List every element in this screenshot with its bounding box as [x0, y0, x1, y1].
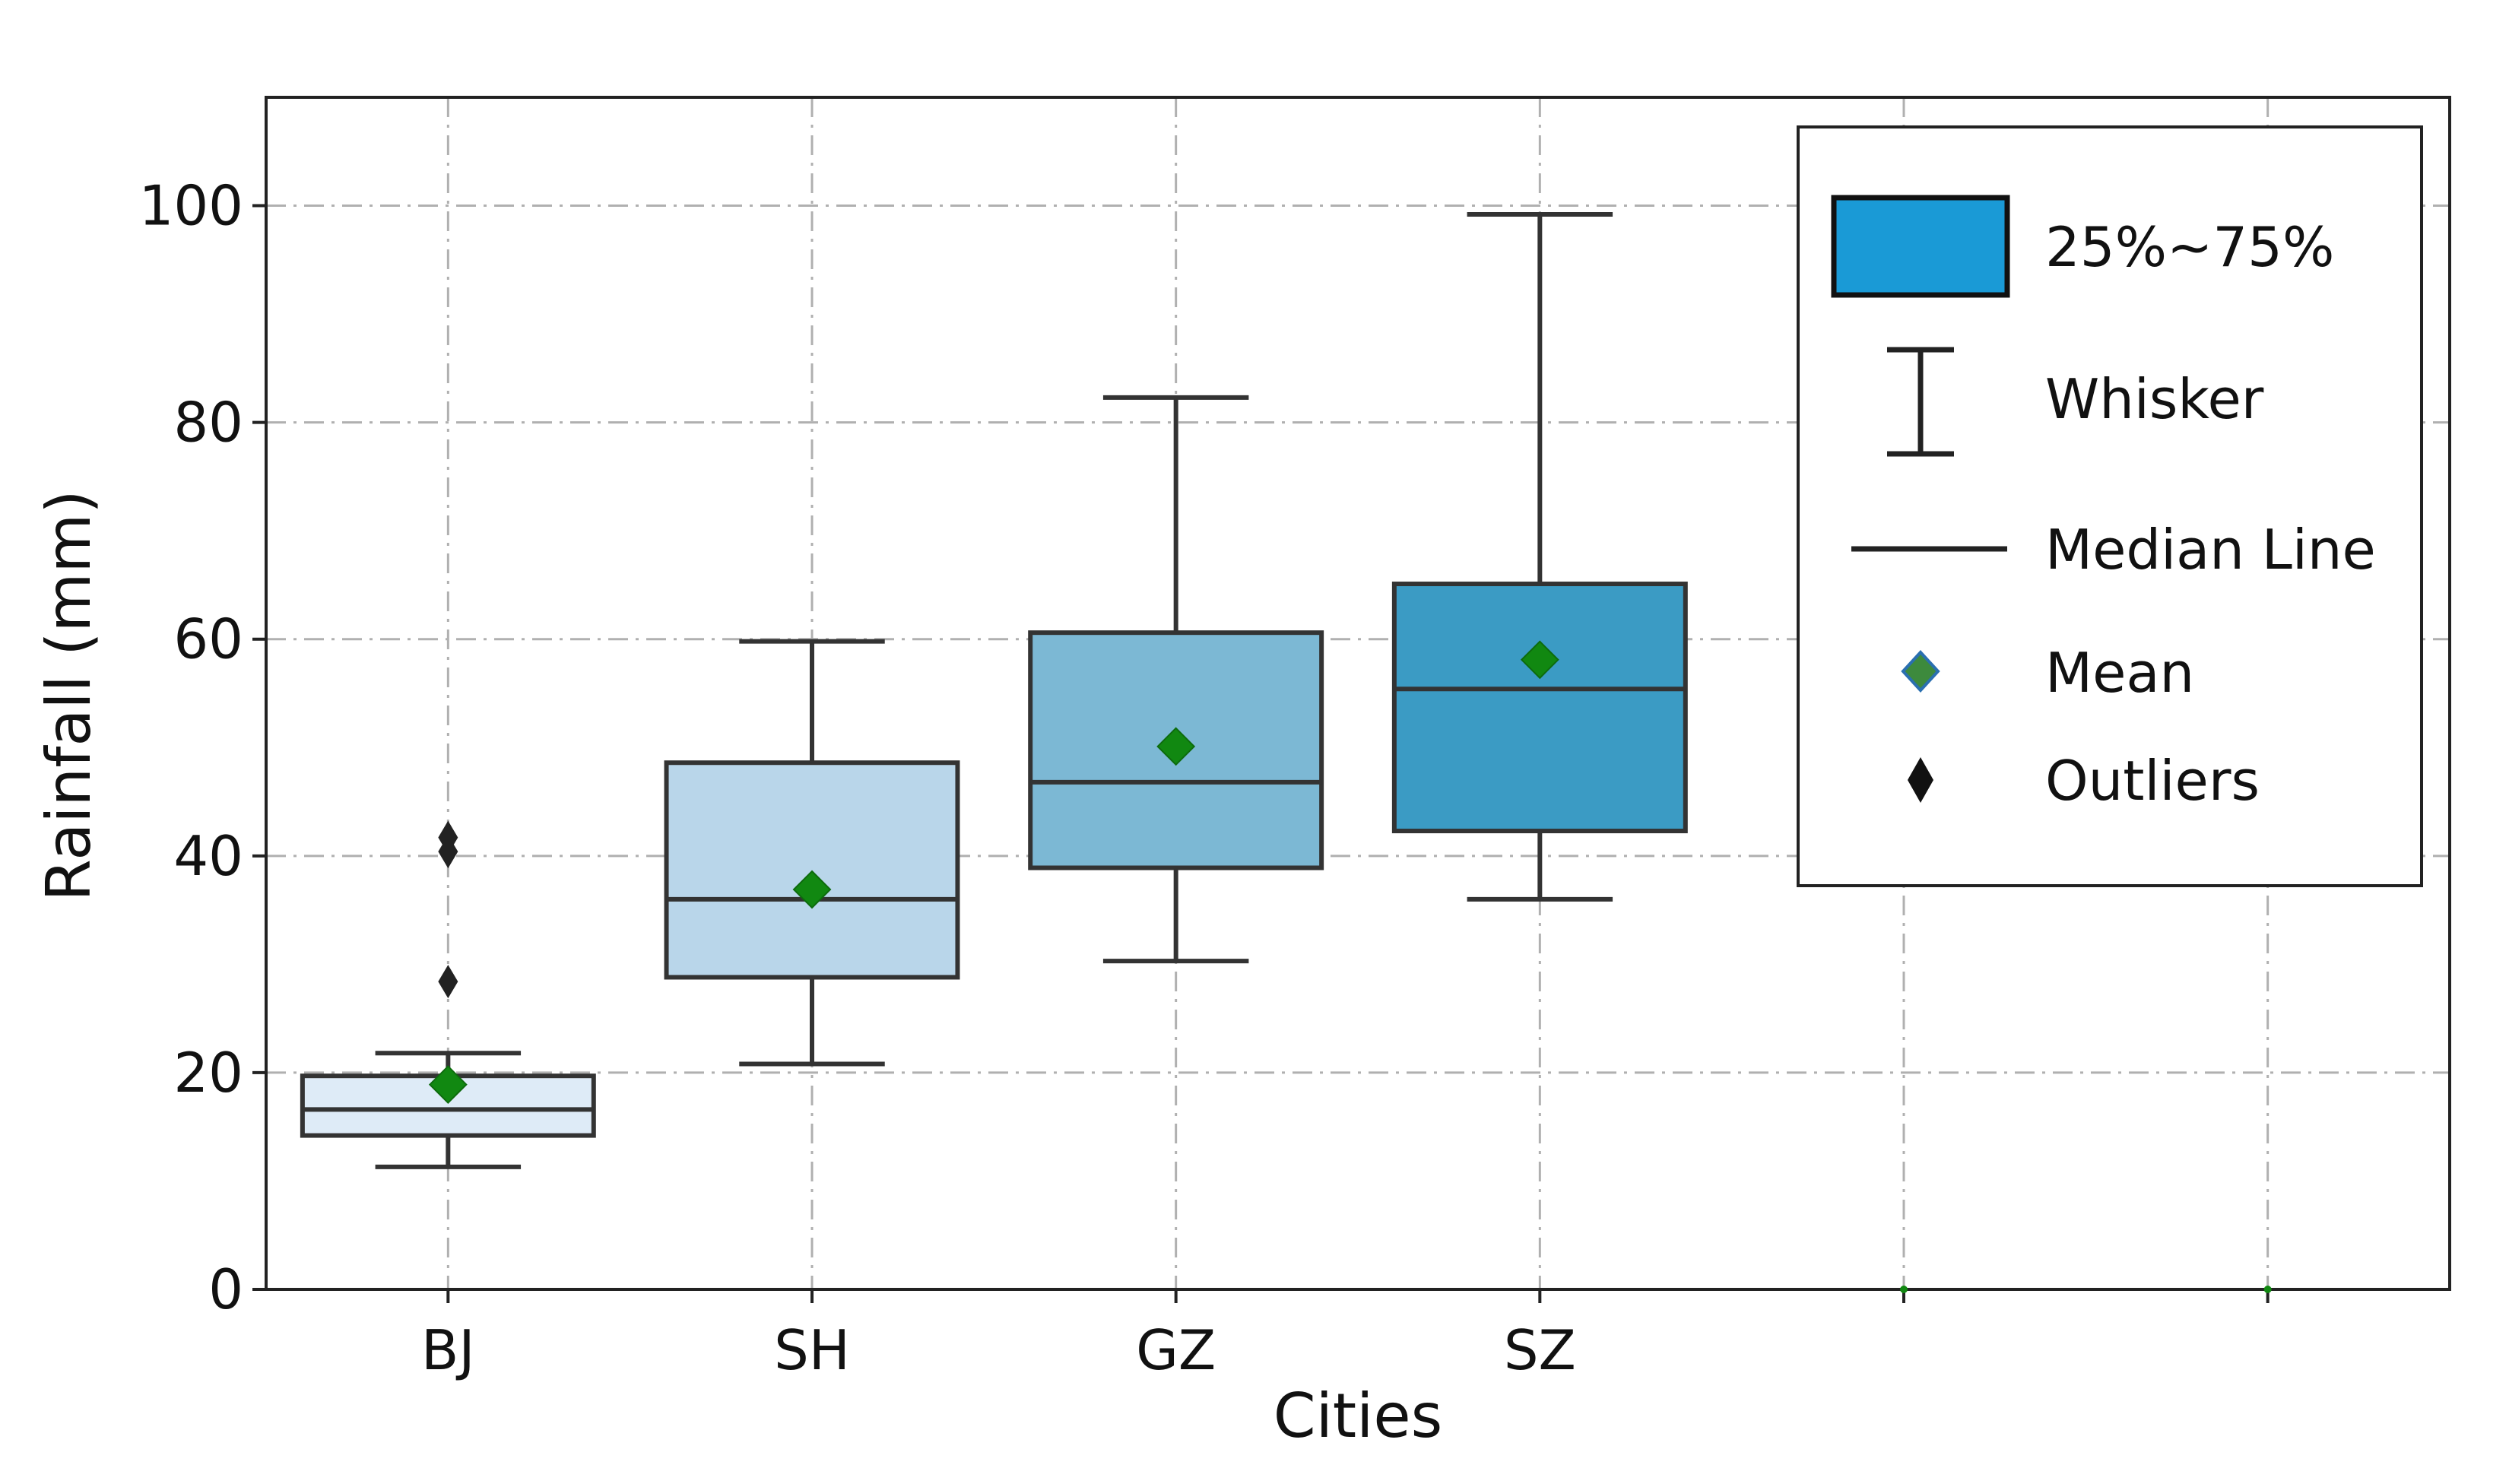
y-tick-label: 80 [173, 391, 243, 455]
legend-label-outliers: Outliers [2045, 749, 2260, 813]
legend: 25%~75% Whisker Median Line Mean Outlier… [1797, 125, 2423, 887]
legend-label-whisker: Whisker [2045, 367, 2264, 431]
y-tick-label: 60 [173, 607, 243, 671]
legend-label-mean: Mean [2045, 641, 2194, 705]
legend-whisker-marker [1887, 347, 1954, 457]
mean-marker [428, 1065, 468, 1105]
box-series [300, 211, 1688, 1169]
x-tick-label: GZ [1136, 1318, 1216, 1382]
x-tick-label: BJ [421, 1318, 475, 1382]
x-axis-label: Cities [1274, 1381, 1443, 1451]
iqr-box [1391, 582, 1688, 834]
outlier-marker [438, 965, 458, 999]
outlier-marker [438, 820, 458, 855]
legend-label-median: Median Line [2045, 518, 2376, 582]
y-tick-label: 20 [173, 1041, 243, 1105]
mean-marker [792, 870, 832, 909]
y-tick-label: 0 [208, 1257, 243, 1321]
y-axis-label: Rainfall (mm) [33, 490, 104, 901]
box-gz [1028, 395, 1324, 964]
legend-mean-marker [1901, 650, 1940, 693]
empty-category-marker [1900, 1286, 1908, 1293]
legend-outlier-marker [1908, 757, 1933, 803]
box-sh [664, 639, 960, 1067]
plot-frame [265, 96, 2451, 1291]
empty-category-marker [2263, 1286, 2272, 1293]
iqr-box [664, 760, 960, 980]
legend-label-box: 25%~75% [2045, 215, 2334, 279]
mean-marker [1520, 640, 1559, 680]
x-tick-label: SH [774, 1318, 850, 1382]
axes: 0 20 40 60 80 100 BJ SH GZ SZ [139, 174, 2272, 1382]
y-tick-label: 40 [173, 824, 243, 888]
box-bj [300, 820, 596, 1169]
x-tick-label: SZ [1504, 1318, 1576, 1382]
y-tick-label: 100 [139, 174, 243, 238]
mean-marker [1156, 727, 1196, 766]
box-sz [1391, 211, 1688, 902]
legend-box-marker [1831, 195, 2010, 298]
